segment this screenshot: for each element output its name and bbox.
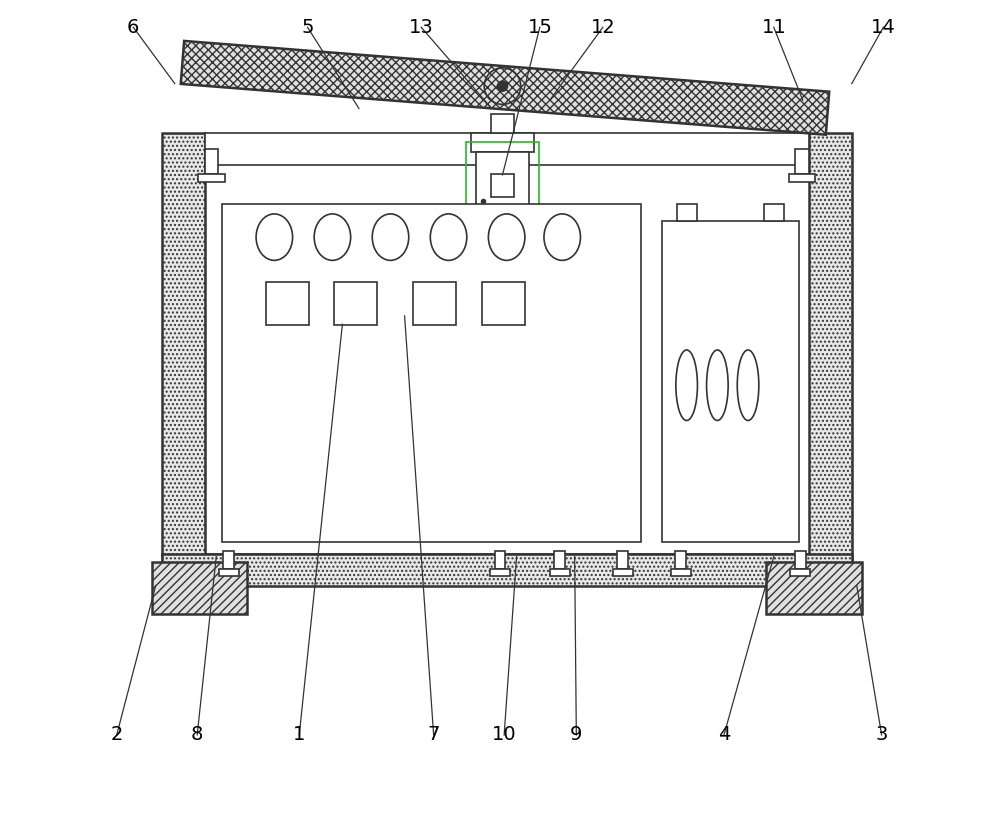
Bar [795,551,806,569]
Bar [495,551,505,569]
Bar [205,134,809,165]
Text: 4: 4 [718,725,730,745]
Bar [795,150,809,174]
Circle shape [498,81,507,91]
Bar [675,551,686,569]
Bar [162,134,205,586]
Bar [181,41,829,135]
Bar [554,551,565,569]
Ellipse shape [737,350,759,420]
Text: 11: 11 [761,17,786,37]
Text: 14: 14 [871,17,896,37]
Bar [677,204,697,220]
Ellipse shape [430,214,467,260]
Bar [152,563,247,614]
Text: 15: 15 [527,17,552,37]
Bar [809,134,852,586]
Bar [490,569,510,577]
Bar [222,204,641,542]
Bar [476,152,529,209]
Text: 2: 2 [111,725,123,745]
Bar [471,134,534,152]
Bar [198,174,225,182]
Bar [223,551,234,569]
Text: 1: 1 [293,725,305,745]
Bar [266,282,309,325]
Bar [613,569,633,577]
Bar [334,282,377,325]
Text: 8: 8 [191,725,203,745]
Ellipse shape [256,214,293,260]
Bar [491,114,514,134]
Bar [219,569,239,577]
Bar [491,174,514,197]
Bar [413,282,456,325]
Text: 9: 9 [570,725,583,745]
Text: 7: 7 [427,725,440,745]
Bar [162,554,852,586]
Bar [789,174,815,182]
Bar [205,150,218,174]
Text: 12: 12 [590,17,615,37]
Bar [764,204,784,220]
Ellipse shape [488,214,525,260]
Ellipse shape [314,214,351,260]
Bar [550,569,570,577]
Bar [766,563,862,614]
Bar [466,142,539,219]
Text: 10: 10 [492,725,516,745]
Text: 6: 6 [127,17,139,37]
Text: 13: 13 [409,17,434,37]
Bar [790,569,810,577]
Bar [671,569,691,577]
Bar [482,282,525,325]
Ellipse shape [676,350,697,420]
Ellipse shape [372,214,409,260]
Text: 3: 3 [875,725,888,745]
Ellipse shape [544,214,580,260]
Ellipse shape [707,350,728,420]
Bar [662,220,799,542]
Bar [617,551,628,569]
Text: 5: 5 [301,17,314,37]
